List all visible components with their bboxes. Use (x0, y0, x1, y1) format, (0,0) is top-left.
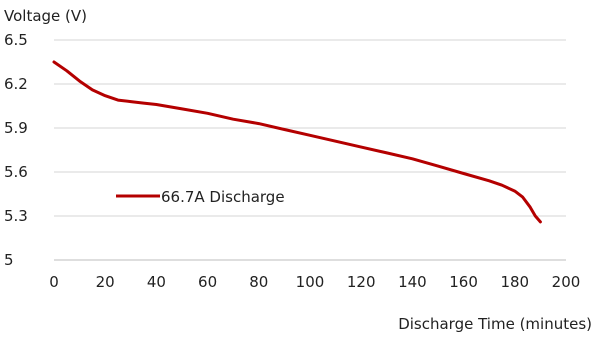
y-tick-label: 5.3 (4, 207, 28, 225)
y-tick-label: 5.9 (4, 119, 28, 137)
x-tick-label: 80 (249, 273, 268, 291)
series-line (52, 60, 542, 224)
x-tick-label: 40 (147, 273, 166, 291)
x-tick-label: 160 (449, 273, 478, 291)
axis-layer: 5 5.3 5.6 5.9 6.2 6.5 0 20 40 60 80 100 120 140 160 180… (4, 31, 580, 291)
x-tick-label: 100 (296, 273, 325, 291)
x-tick-label: 140 (398, 273, 427, 291)
x-tick-label: 60 (198, 273, 217, 291)
series-layer (52, 60, 542, 224)
y-tick-label: 5.6 (4, 163, 28, 181)
x-tick-label: 200 (552, 273, 581, 291)
y-tick-label: 6.2 (4, 75, 28, 93)
legend: 66.7A Discharge (116, 188, 285, 206)
x-tick-label: 0 (49, 273, 59, 291)
y-axis-title: Voltage (V) (4, 7, 87, 25)
x-tick-label: 20 (96, 273, 115, 291)
y-tick-label: 6.5 (4, 31, 28, 49)
legend-label: 66.7A Discharge (161, 188, 285, 206)
x-tick-label: 180 (500, 273, 529, 291)
x-tick-label: 120 (347, 273, 376, 291)
grid-layer (54, 39, 566, 261)
y-tick-label: 5 (4, 251, 14, 269)
x-axis-title: Discharge Time (minutes) (398, 315, 592, 333)
